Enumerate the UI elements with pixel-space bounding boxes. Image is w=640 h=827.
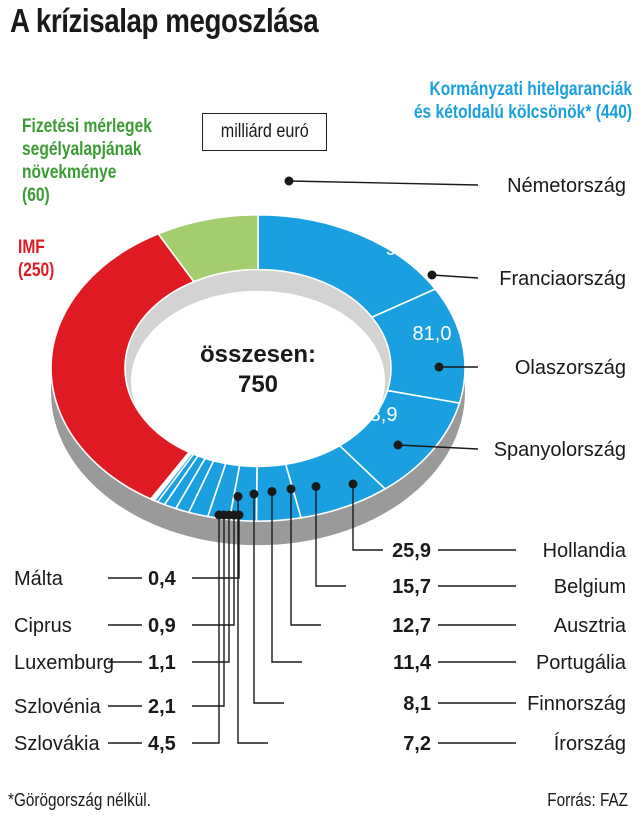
leader-dot-franciaorszag	[427, 270, 437, 280]
value-label-hollandia: 25,9	[392, 540, 431, 562]
country-label-ausztria: Ausztria	[554, 615, 627, 637]
value-label-spanyolorszag: 53,9	[359, 404, 398, 426]
country-label-hollandia: Hollandia	[543, 540, 627, 562]
slice-fizetesi-merlegek-segelyalapjanak-novekmenye	[157, 214, 259, 283]
value-label-luxemburg: 1,1	[148, 652, 176, 674]
country-label-ciprus: Ciprus	[14, 615, 72, 637]
leader-nemetorszag	[288, 180, 479, 186]
country-label-portugalia: Portugália	[536, 652, 627, 674]
slice-imf	[50, 232, 196, 501]
value-label-franciaorszag: 92,3	[386, 238, 425, 260]
value-label-ciprus: 0,9	[148, 615, 176, 637]
leader-szlovakia	[192, 515, 220, 744]
country-label-malta: Málta	[14, 568, 64, 590]
leader-dot-olaszorszag	[434, 362, 444, 372]
imf-group-line1: IMF	[18, 237, 45, 258]
country-label-luxemburg: Luxemburg	[14, 652, 114, 674]
green-group-line2: segélyalapjának	[22, 139, 142, 160]
country-label-szlovenia: Szlovénia	[14, 696, 102, 718]
unit-label: milliárd euró	[220, 121, 309, 142]
center-label: összesen:	[200, 341, 316, 368]
unit-box: milliárd euró	[202, 113, 327, 151]
value-label-malta: 0,4	[148, 568, 177, 590]
leader-dot-nemetorszag	[284, 176, 294, 186]
leader-belgium	[315, 486, 346, 587]
leader-hollandia	[352, 484, 383, 551]
country-label-spanyolorszag: Spanyolország	[494, 439, 626, 461]
country-label-szlovakia: Szlovákia	[14, 733, 100, 755]
imf-group-label: IMF (250)	[18, 236, 54, 282]
imf-group-value: (250)	[18, 260, 55, 281]
leader-franciaorszag	[431, 274, 479, 279]
leader-ausztria	[290, 489, 321, 626]
center-total: 750	[238, 371, 278, 398]
value-label-belgium: 15,7	[392, 576, 431, 598]
value-label-finnorszag: 8,1	[403, 693, 431, 715]
green-group-line1: Fizetési mérlegek	[22, 116, 152, 137]
green-group-label: Fizetési mérlegek segélyalapjának növekm…	[22, 115, 152, 207]
leader-ciprus	[192, 515, 235, 626]
leader-finnorszag	[253, 494, 284, 704]
chart-title: A krízisalap megoszlása	[10, 2, 319, 39]
value-label-nemetorszag: 122,8	[257, 197, 307, 219]
leader-dot-spanyolorszag	[393, 440, 403, 450]
donut-hole-floor	[131, 290, 385, 472]
country-label-belgium: Belgium	[554, 576, 626, 598]
green-group-line3: növekménye	[22, 162, 117, 183]
value-label-irorszag: 7,2	[403, 733, 431, 755]
blue-group-line1: Kormányzati hitelgaranciák	[429, 79, 632, 100]
leader-spanyolorszag	[397, 444, 479, 450]
blue-group-label: Kormányzati hitelgaranciák és kétoldalú …	[414, 78, 632, 124]
value-label-szlovenia: 2,1	[148, 696, 176, 718]
leader-luxemburg	[192, 515, 230, 663]
leader-malta	[192, 515, 240, 579]
footnote: *Görögország nélkül.	[8, 790, 151, 810]
country-label-olaszorszag: Olaszország	[515, 357, 626, 379]
value-label-olaszorszag: 81,0	[413, 323, 452, 345]
value-label-ausztria: 12,7	[392, 615, 431, 637]
country-label-franciaorszag: Franciaország	[499, 268, 626, 290]
green-group-value: (60)	[22, 185, 50, 206]
value-label-portugalia: 11,4	[393, 652, 432, 674]
source-credit: Forrás: FAZ	[547, 790, 628, 810]
country-label-irorszag: Írország	[554, 732, 626, 755]
country-label-nemetorszag: Németország	[507, 175, 626, 197]
blue-group-line2: és kétoldalú kölcsönök* (440)	[413, 102, 632, 123]
country-label-finnorszag: Finnország	[527, 693, 626, 715]
value-label-szlovakia: 4,5	[148, 733, 176, 755]
leader-portugalia	[271, 491, 302, 663]
